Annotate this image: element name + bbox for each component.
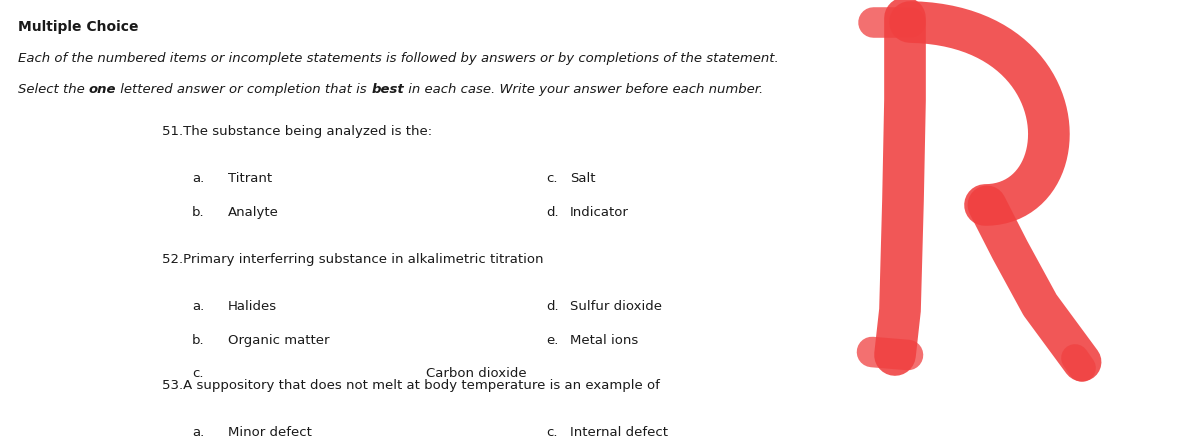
Text: Sulfur dioxide: Sulfur dioxide <box>570 300 662 313</box>
Text: a.: a. <box>192 426 204 439</box>
Text: lettered answer or completion that is: lettered answer or completion that is <box>116 83 371 96</box>
Text: d.: d. <box>546 206 559 219</box>
Text: best: best <box>371 83 404 96</box>
Text: 53.A suppository that does not melt at body temperature is an example of: 53.A suppository that does not melt at b… <box>162 379 660 392</box>
Text: b.: b. <box>192 206 205 219</box>
Text: Indicator: Indicator <box>570 206 629 219</box>
Text: Each of the numbered items or incomplete statements is followed by answers or by: Each of the numbered items or incomplete… <box>18 52 779 65</box>
Text: Titrant: Titrant <box>228 172 272 185</box>
Text: a.: a. <box>192 300 204 313</box>
Text: 51.The substance being analyzed is the:: 51.The substance being analyzed is the: <box>162 125 432 138</box>
Text: Internal defect: Internal defect <box>570 426 668 439</box>
Text: c.: c. <box>192 367 204 380</box>
Text: in each case. Write your answer before each number.: in each case. Write your answer before e… <box>404 83 763 96</box>
Text: Multiple Choice: Multiple Choice <box>18 20 138 34</box>
Text: one: one <box>89 83 116 96</box>
Text: c.: c. <box>546 426 558 439</box>
Text: Analyte: Analyte <box>228 206 278 219</box>
Text: a.: a. <box>192 172 204 185</box>
Text: c.: c. <box>546 172 558 185</box>
Text: Minor defect: Minor defect <box>228 426 312 439</box>
Text: Metal ions: Metal ions <box>570 334 638 347</box>
Text: Halides: Halides <box>228 300 277 313</box>
Text: b.: b. <box>192 334 205 347</box>
Text: Salt: Salt <box>570 172 595 185</box>
Text: Select the: Select the <box>18 83 89 96</box>
Text: Carbon dioxide: Carbon dioxide <box>426 367 527 380</box>
Text: e.: e. <box>546 334 558 347</box>
Text: Organic matter: Organic matter <box>228 334 330 347</box>
Text: 52.Primary interferring substance in alkalimetric titration: 52.Primary interferring substance in alk… <box>162 253 544 266</box>
Text: d.: d. <box>546 300 559 313</box>
